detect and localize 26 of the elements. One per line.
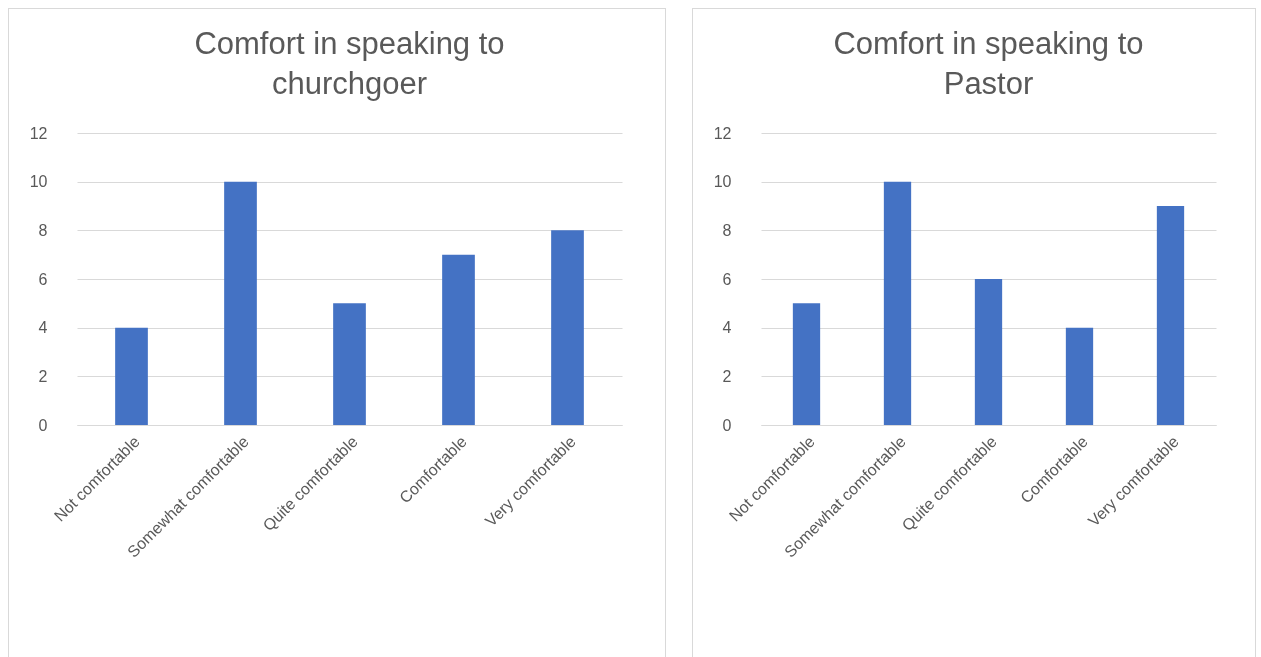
y-tick-label: 8 [38,221,48,239]
chart-title: Comfort in speaking to Pastor [833,26,1144,101]
y-tick-label: 0 [722,416,732,434]
y-tick-label: 2 [722,367,732,385]
y-tick-label: 10 [713,173,732,191]
bar [883,181,912,425]
chart-title: Comfort in speaking to churchgoer [194,26,505,101]
y-tick-label: 2 [38,367,48,385]
y-tick-label: 6 [722,270,732,288]
bar [1156,206,1185,425]
y-tick-label: 8 [722,221,732,239]
y-tick-label: 4 [38,319,48,337]
y-tick-label: 4 [722,319,732,337]
y-tick-label: 6 [38,270,48,288]
bar [115,327,148,425]
bar [1065,327,1094,425]
y-tick-label: 12 [29,124,48,142]
bar [333,303,366,425]
y-tick-label: 0 [38,416,48,434]
y-tick-label: 10 [29,173,48,191]
bar [224,181,257,425]
bar [792,303,821,425]
y-tick-label: 12 [713,124,732,142]
bar [974,279,1003,425]
bar [551,230,584,425]
bar [442,254,475,425]
